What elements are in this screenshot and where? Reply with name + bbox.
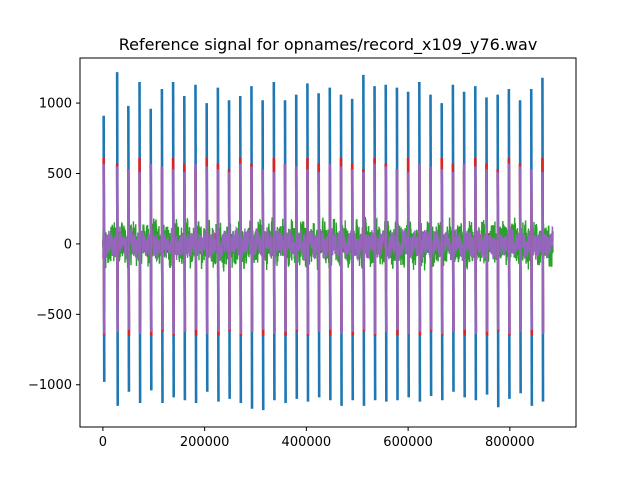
series-4-spike-35 [496, 172, 500, 330]
series-4-spike-29 [429, 166, 433, 330]
series-4-spike-2 [127, 169, 131, 330]
series-4-spike-32 [462, 163, 466, 330]
series-4-spike-26 [395, 169, 399, 330]
axes-frame [79, 57, 577, 428]
x-axis: 0 200000 400000 600000 800000 [99, 427, 535, 450]
series-4-spike-1 [115, 166, 120, 332]
y-tick-label-2: 0 [64, 237, 72, 252]
chart-title: Reference signal for opnames/record_x109… [119, 35, 538, 55]
series-4-spike-23 [362, 172, 366, 330]
y-tick-label-0: −1000 [28, 378, 72, 393]
series-4-spike-21 [339, 166, 343, 335]
x-tick-label-1: 200000 [180, 435, 230, 450]
series-4-spike-10 [216, 169, 220, 332]
series-4-spike-18 [306, 169, 310, 335]
series-4-spike-20 [328, 163, 332, 330]
series-4-spike-38 [529, 169, 534, 330]
series-4-spike-12 [238, 163, 243, 335]
series-4-spike-27 [406, 172, 411, 335]
series-4-spike-6 [171, 169, 175, 335]
series-layer [102, 72, 554, 411]
series-4-spike-28 [418, 163, 422, 332]
series-4-spike-13 [250, 166, 254, 332]
x-tick-label-4: 800000 [485, 435, 535, 450]
x-tick-label-3: 600000 [383, 435, 433, 450]
series-4-spike-3 [138, 172, 142, 335]
series-4-spike-36 [507, 163, 511, 335]
series-4-spike-17 [294, 166, 299, 330]
series-4-spike-25 [384, 166, 388, 332]
series-4-spike-16 [283, 163, 287, 332]
x-tick-label-2: 400000 [282, 435, 332, 450]
series-4-spike-15 [272, 172, 276, 335]
series-4-spike-30 [440, 169, 444, 335]
y-tick-label-1: −500 [36, 308, 72, 323]
series-4-spike-37 [518, 166, 522, 332]
series-4-spike-39 [541, 172, 545, 335]
series-4-spike-31 [451, 172, 455, 332]
y-axis: −1000 −500 0 500 1000 [28, 97, 80, 393]
series-4-spike-33 [473, 166, 478, 335]
series-4-spike-9 [205, 166, 209, 335]
series-4-spike-7 [182, 172, 187, 332]
series-4-spike-11 [227, 172, 231, 330]
series-4-spike-34 [485, 169, 489, 332]
x-tick-label-0: 0 [99, 435, 107, 450]
series-4-spike-5 [160, 166, 164, 330]
series-4-spike-4 [149, 163, 153, 332]
y-tick-label-4: 1000 [39, 97, 72, 112]
series-4-spike-0 [102, 163, 106, 335]
y-tick-label-3: 500 [47, 167, 72, 182]
series-4-spike-22 [350, 169, 355, 332]
series-4-baseline [102, 225, 554, 262]
series-4-spike-8 [194, 163, 198, 330]
series-4-spike-24 [373, 163, 377, 335]
series-4-spike-19 [317, 172, 321, 332]
series-4-spike-14 [261, 169, 265, 330]
